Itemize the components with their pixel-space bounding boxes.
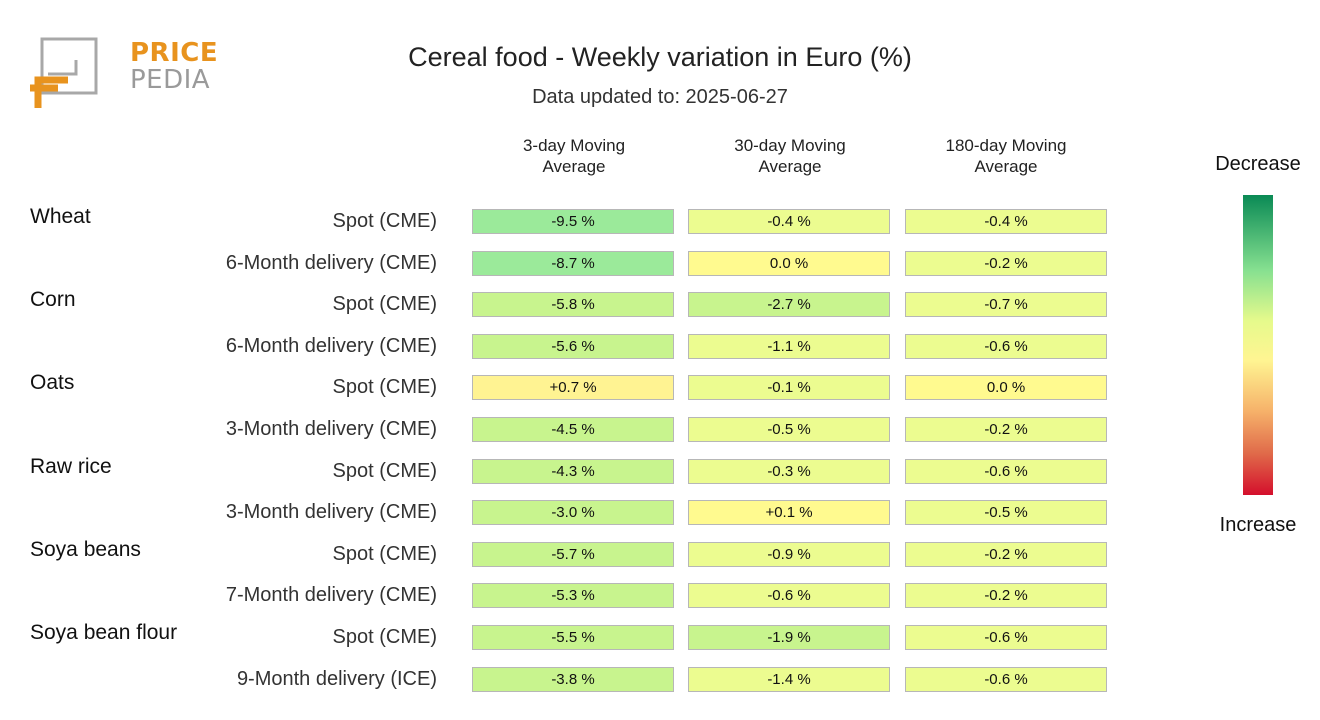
logo-word-pedia: PEDIA <box>130 65 211 95</box>
legend-increase-label: Increase <box>1219 514 1297 536</box>
heatmap-cell: -0.6 % <box>905 459 1107 484</box>
legend-decrease-label: Decrease <box>1215 153 1301 175</box>
heatmap-cell: -5.6 % <box>472 334 674 359</box>
row-label: 9-Month delivery (ICE) <box>236 668 437 690</box>
heatmap-cell: -5.8 % <box>472 292 674 317</box>
heatmap-cell: -0.9 % <box>688 542 890 567</box>
row-label: 6-Month delivery (CME) <box>225 335 437 357</box>
heatmap-cell: -9.5 % <box>472 209 674 234</box>
row-label: Spot (CME) <box>332 460 437 482</box>
heatmap-cell: -1.4 % <box>688 667 890 692</box>
column-header-30day: 30-day Moving Average <box>734 136 846 176</box>
heatmap-cell: -5.7 % <box>472 542 674 567</box>
heatmap-cell: 0.0 % <box>905 375 1107 400</box>
heatmap-cell: +0.7 % <box>472 375 674 400</box>
heatmap-cell: -0.2 % <box>905 583 1107 608</box>
heatmap-cell: -5.5 % <box>472 625 674 650</box>
group-label: Soya bean flour <box>30 621 178 644</box>
heatmap-cell: +0.1 % <box>688 500 890 525</box>
heatmap-cell: -3.0 % <box>472 500 674 525</box>
row-label: 7-Month delivery (CME) <box>225 584 437 606</box>
group-label: Soya beans <box>30 538 141 561</box>
logo-mark-icon <box>30 37 98 108</box>
group-label: Corn <box>30 288 76 311</box>
heatmap-cell: -0.6 % <box>905 667 1107 692</box>
row-label: Spot (CME) <box>332 626 437 648</box>
heatmap-cell: -0.6 % <box>905 625 1107 650</box>
pricepedia-logo: PRICE PEDIA <box>28 36 218 111</box>
chart-subtitle: Data updated to: 2025-06-27 <box>532 86 788 108</box>
heatmap-cell: -0.2 % <box>905 417 1107 442</box>
chart-title: Cereal food - Weekly variation in Euro (… <box>408 42 912 72</box>
heatmap-cell: -1.9 % <box>688 625 890 650</box>
heatmap-cell: -0.5 % <box>905 500 1107 525</box>
column-header-180day: 180-day Moving Average <box>945 136 1067 176</box>
row-label: 3-Month delivery (CME) <box>225 501 437 523</box>
heatmap-cell: -1.1 % <box>688 334 890 359</box>
heatmap-cell: -4.5 % <box>472 417 674 442</box>
heatmap-cell: -0.2 % <box>905 542 1107 567</box>
heatmap-cell: -0.4 % <box>905 209 1107 234</box>
group-label: Wheat <box>30 205 91 228</box>
group-label: Oats <box>30 371 75 394</box>
heatmap-cell: -0.5 % <box>688 417 890 442</box>
heatmap-cell: -3.8 % <box>472 667 674 692</box>
heatmap-cell: -0.4 % <box>688 209 890 234</box>
heatmap-cell: -0.6 % <box>688 583 890 608</box>
heatmap-cell: -5.3 % <box>472 583 674 608</box>
heatmap-cell: -0.2 % <box>905 251 1107 276</box>
heatmap-cell: -0.7 % <box>905 292 1107 317</box>
heatmap-cell: -0.1 % <box>688 375 890 400</box>
legend-color-scale <box>1243 195 1273 495</box>
row-label: Spot (CME) <box>332 210 437 232</box>
row-label: Spot (CME) <box>332 543 437 565</box>
row-label: 6-Month delivery (CME) <box>225 252 437 274</box>
heatmap-cell: -8.7 % <box>472 251 674 276</box>
column-header-3day: 3-day Moving Average <box>522 136 626 176</box>
row-label: 3-Month delivery (CME) <box>225 418 437 440</box>
heatmap-cell: -0.6 % <box>905 334 1107 359</box>
row-label: Spot (CME) <box>332 376 437 398</box>
row-label: Spot (CME) <box>332 293 437 315</box>
heatmap-cell: 0.0 % <box>688 251 890 276</box>
heatmap-cell: -4.3 % <box>472 459 674 484</box>
group-label: Raw rice <box>30 455 112 478</box>
logo-word-price: PRICE <box>130 38 219 68</box>
heatmap-cell: -0.3 % <box>688 459 890 484</box>
heatmap-cell: -2.7 % <box>688 292 890 317</box>
